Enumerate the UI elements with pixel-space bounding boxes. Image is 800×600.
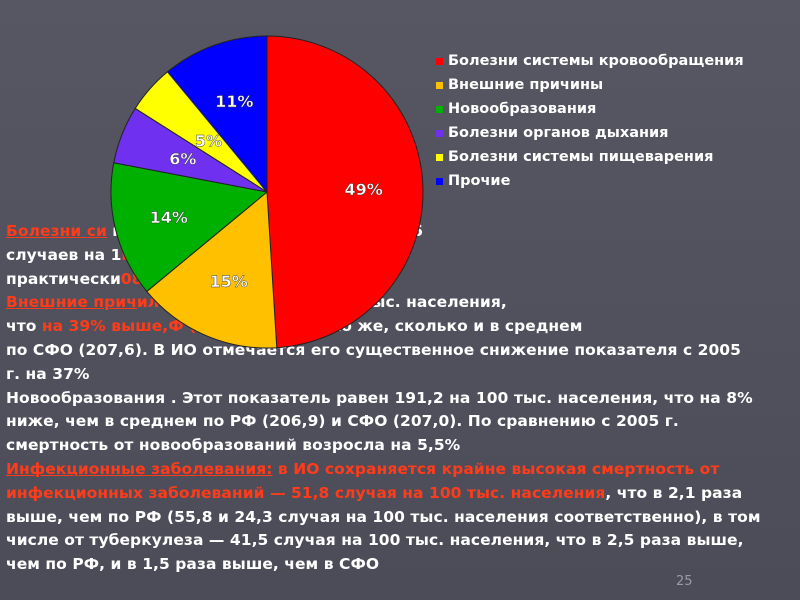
legend-item: Болезни органов дыхания: [436, 121, 744, 145]
text-line: чем по РФ, и в 1,5 раза выше, чем в СФО: [6, 553, 796, 577]
legend-swatch: [436, 57, 443, 65]
text-run: случаев на 1: [6, 245, 122, 264]
pie-slice-label: 5%: [195, 131, 222, 150]
pie-slice: [266, 35, 424, 349]
legend-swatch: [436, 81, 443, 89]
text-run: чем по РФ, и в 1,5 раза выше, чем в СФО: [6, 555, 380, 574]
legend-item: Новообразования: [436, 97, 744, 121]
legend-swatch: [436, 129, 443, 137]
legend-swatch: [436, 153, 443, 161]
chart-legend: Болезни системы кровообращения Внешние пр…: [436, 49, 744, 193]
legend-label: Прочие: [448, 173, 511, 189]
text-line: смертность от новообразований возросла н…: [6, 434, 796, 458]
page-number: 25: [676, 574, 693, 589]
text-run: г. на 37%: [6, 364, 90, 383]
text-run: ниже, чем в среднем по РФ (206,9) и СФО …: [6, 412, 679, 431]
legend-item: Болезни системы кровообращения: [436, 49, 744, 73]
text-run: Внешние прич: [6, 293, 137, 312]
pie-slice-label: 11%: [215, 92, 253, 111]
pie-slice-label: 14%: [150, 208, 188, 227]
text-run: смертность от новообразований возросла н…: [6, 436, 461, 455]
text-run: в ИО сохраняется крайне высокая смертнос…: [272, 459, 720, 478]
text-run: Новообразования . Этот показатель равен …: [6, 388, 753, 407]
text-line: числе от туберкулеза — 41,5 случая на 10…: [6, 529, 796, 553]
legend-label: Внешние причины: [448, 77, 604, 93]
text-run: инфекционных заболеваний — 51,8 случая н…: [6, 483, 606, 502]
pie-slice: [166, 35, 268, 194]
text-line: г. на 37%: [6, 363, 796, 387]
text-run: Инфекционные заболевания:: [6, 459, 273, 478]
pie-slice: [110, 162, 269, 293]
legend-item: Прочие: [436, 169, 744, 193]
legend-item: Внешние причины: [436, 73, 744, 97]
pie-slice-label: 49%: [345, 180, 383, 199]
text-line: инфекционных заболеваний — 51,8 случая н…: [6, 482, 796, 506]
text-run: числе от туберкулеза — 41,5 случая на 10…: [6, 531, 744, 550]
text-run: Болезни си: [6, 222, 107, 240]
pie-slice: [146, 190, 278, 349]
text-line: выше, чем по РФ (55,8 и 24,3 случая на 1…: [6, 506, 796, 530]
text-run: практически: [6, 269, 121, 288]
text-line: Инфекционные заболевания: в ИО сохраняет…: [6, 458, 796, 482]
legend-label: Новообразования: [448, 101, 597, 117]
text-run: на 39% выше,: [41, 317, 169, 336]
text-run: , что в 2,1 раза: [605, 483, 743, 502]
pie-slice-label: 15%: [209, 272, 247, 291]
text-line: ниже, чем в среднем по РФ (206,9) и СФО …: [6, 410, 796, 434]
text-line: Новообразования . Этот показатель равен …: [6, 387, 796, 411]
legend-label: Болезни органов дыхания: [448, 125, 669, 141]
text-run: по СФО (207,6). В ИО отмечается его суще…: [6, 340, 741, 359]
text-line: по СФО (207,6). В ИО отмечается его суще…: [6, 339, 796, 363]
legend-label: Болезни системы пищеварения: [448, 149, 714, 165]
text-run: что: [6, 317, 42, 336]
legend-label: Болезни системы кровообращения: [448, 53, 744, 69]
legend-swatch: [436, 177, 443, 185]
text-run: выше, чем по РФ (55,8 и 24,3 случая на 1…: [6, 507, 761, 526]
pie-slice-label: 6%: [169, 150, 196, 169]
legend-item: Болезни системы пищеварения: [436, 145, 744, 169]
legend-swatch: [436, 105, 443, 113]
